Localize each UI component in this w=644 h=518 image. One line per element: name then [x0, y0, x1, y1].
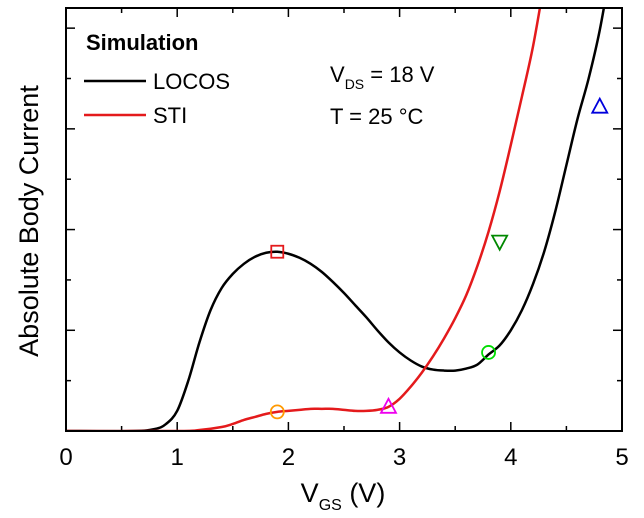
square-marker — [270, 244, 285, 259]
y-axis-label: Absolute Body Current — [14, 85, 44, 357]
legend: Simulation LOCOS STI — [84, 30, 230, 128]
x-tick-label: 0 — [59, 444, 72, 471]
triangle-up-marker — [379, 396, 398, 414]
triangle-down-marker — [490, 234, 509, 252]
x-axis-label-subscript: GS — [319, 497, 342, 514]
marker-layer — [269, 96, 609, 420]
legend-title: Simulation — [86, 30, 198, 55]
x-tick-label: 4 — [504, 444, 517, 471]
legend-label-sti: STI — [153, 103, 187, 128]
vds-value: = 18 V — [364, 62, 435, 87]
x-axis-label-unit: (V) — [342, 478, 386, 508]
x-tick-label: 2 — [282, 444, 295, 471]
vds-subscript: DS — [345, 76, 364, 92]
circle-marker — [481, 345, 496, 360]
circle-marker — [269, 404, 285, 420]
temperature-annotation: T = 25 °C — [330, 104, 423, 129]
x-tick-label: 1 — [171, 444, 184, 471]
series-line-locos — [66, 8, 606, 431]
series-line-sti — [66, 8, 542, 431]
series-layer — [66, 8, 606, 431]
plot-frame — [65, 7, 623, 432]
legend-label-locos: LOCOS — [153, 69, 230, 94]
x-tick-label: 3 — [393, 444, 406, 471]
x-tick-label: 5 — [615, 444, 628, 471]
x-axis-label-main: V — [301, 478, 319, 508]
vds-main: V — [330, 62, 345, 87]
x-tick-labels: 0 1 2 3 4 5 — [59, 444, 628, 471]
vds-annotation: VDS = 18 V — [330, 62, 435, 92]
triangle-up-marker — [590, 96, 609, 114]
x-axis-label: VGS (V) — [301, 478, 386, 514]
